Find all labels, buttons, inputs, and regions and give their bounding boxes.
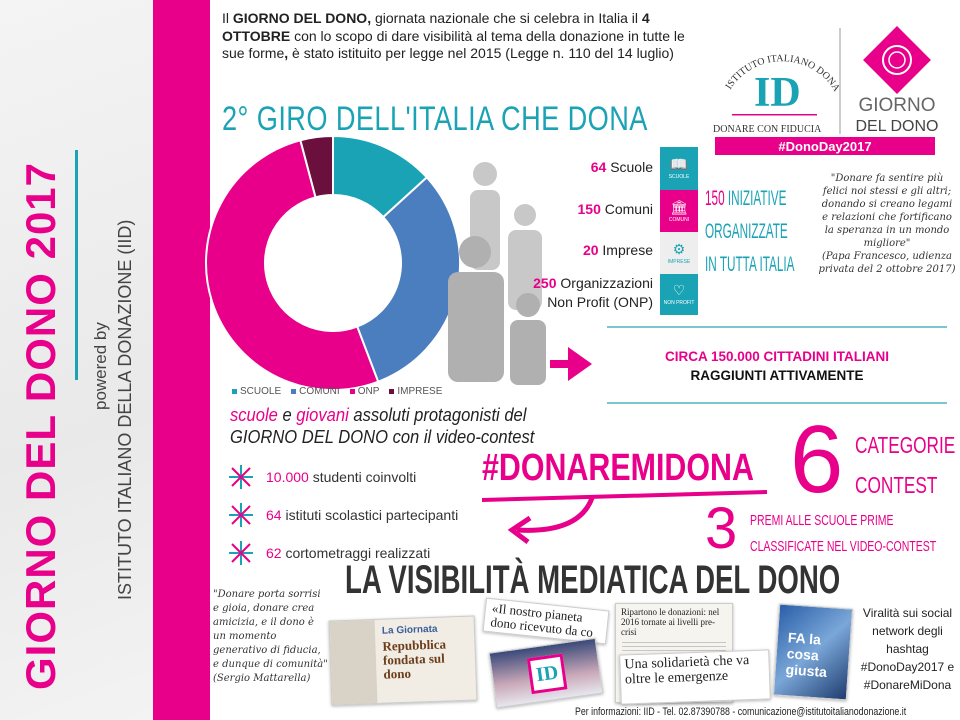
sidebar-divider xyxy=(75,150,78,380)
categories-number: 6 xyxy=(790,406,844,513)
media-title: LA VISIBILITÀ MEDIATICA DEL DONO xyxy=(345,558,841,602)
town-hall-icon: 🏛 xyxy=(670,198,688,215)
asterisk-icon xyxy=(229,465,253,489)
bullet-schools: 64 istituti scolastici partecipanti xyxy=(228,502,458,528)
donut-slice-onp xyxy=(205,139,380,390)
iid-logo: ISTITUTO ITALIANO DONAZIONE ID DONARE CO… xyxy=(707,10,939,155)
schools-heading: scuole e giovani assoluti protagonisti d… xyxy=(230,405,535,447)
prizes-number: 3 xyxy=(705,496,738,561)
sidebar-title: GIORNO DEL DONO 2017 xyxy=(17,161,64,690)
arrow-right-icon xyxy=(550,347,592,381)
press-clipping: La Giornata Repubblica fondata sul dono xyxy=(328,615,478,706)
contest-hashtag: #DONAREMIDONA xyxy=(482,447,754,489)
donut-slice-imprese xyxy=(299,134,334,199)
footer-contact: Per informazioni: IID - Tel. 02.87390788… xyxy=(575,706,907,718)
mattarella-quote: "Donare porta sorrisi e gioia, donare cr… xyxy=(213,589,328,684)
press-clipping: Una solidarietà che va oltre le emergenz… xyxy=(619,649,771,705)
stat-imprese: 20 Imprese xyxy=(582,242,653,258)
stat-scuole: 64 Scuole xyxy=(590,159,653,175)
divider-top xyxy=(607,326,947,328)
people-silhouettes-icon xyxy=(448,162,546,385)
legend-label: SCUOLE xyxy=(240,386,282,397)
donut-chart xyxy=(205,134,461,390)
pink-stripe xyxy=(153,0,210,720)
legend-item: SCUOLE xyxy=(232,386,281,397)
bullet-students: 10.000 studenti coinvolti xyxy=(228,464,416,490)
legend-label: ONP xyxy=(357,386,380,397)
virality-text: Viralità sui social network degli hashta… xyxy=(860,606,955,692)
organization-name: ISTITUTO ITALIANO DELLA DONAZIONE (IID) xyxy=(115,219,135,600)
svg-text:ID: ID xyxy=(754,70,801,116)
asterisk-icon xyxy=(229,503,253,527)
tile-scuole: 📖 SCUOLE xyxy=(660,147,698,190)
legend-swatch xyxy=(389,388,395,394)
legend-item: COMUNI xyxy=(291,386,340,397)
powered-by-label: powered by xyxy=(91,322,110,410)
svg-text:DONARE CON FIDUCIA: DONARE CON FIDUCIA xyxy=(713,124,822,135)
heart-icon: ♡ xyxy=(672,282,686,298)
gears-icon: ⚙ xyxy=(672,240,686,257)
curved-arrow-icon xyxy=(482,490,768,544)
tv-still: FA la cosa giusta xyxy=(772,603,854,701)
divider-bottom xyxy=(607,402,947,404)
legend-swatch xyxy=(232,388,237,394)
legend-label: IMPRESE xyxy=(397,386,443,397)
svg-text:DEL DONO: DEL DONO xyxy=(856,118,939,135)
legend-item: IMPRESE xyxy=(389,386,442,397)
legend-swatch xyxy=(291,388,297,394)
iniziative-text: 150 INIZIATIVE ORGANIZZATE IN TUTTA ITALIA xyxy=(705,187,795,276)
tv-still: ID xyxy=(488,637,604,709)
giro-title: 2° GIRO DELL'ITALIA CHE DONA xyxy=(222,100,648,138)
bullet-shorts: 62 cortometraggi realizzati xyxy=(228,540,430,566)
legend-swatch xyxy=(349,388,355,394)
tile-comuni: 🏛 COMUNI xyxy=(660,190,698,232)
legend-label: COMUNI xyxy=(299,386,340,397)
svg-text:#DonoDay2017: #DonoDay2017 xyxy=(778,139,871,154)
categories-label: CATEGORIE CONTEST xyxy=(855,432,956,498)
prizes-label: PREMI ALLE SCUOLE PRIME CLASSIFICATE NEL … xyxy=(750,512,937,555)
intro-paragraph: Il GIORNO DEL DONO, giornata nazionale c… xyxy=(222,10,685,61)
book-icon: 📖 xyxy=(670,156,688,172)
tile-non-profit: ♡ NON PROFIT xyxy=(660,274,698,315)
tile-imprese: ⚙ IMPRESE xyxy=(660,232,698,274)
donut-slice-comuni xyxy=(355,175,461,383)
asterisk-icon xyxy=(229,541,253,565)
svg-text:GIORNO: GIORNO xyxy=(858,95,935,116)
stat-comuni: 150 Comuni xyxy=(577,201,654,217)
legend-item: ONP xyxy=(349,386,380,397)
stat-onp: 250 Organizzazioni Non Profit (ONP) xyxy=(533,275,653,310)
papa-quote: "Donare fa sentire più felici noi stessi… xyxy=(818,173,956,275)
citizens-reached: CIRCA 150.000 CITTADINI ITALIANI RAGGIUNT… xyxy=(664,349,890,383)
chart-legend: SCUOLE COMUNI ONP IMPRESE xyxy=(232,386,442,397)
